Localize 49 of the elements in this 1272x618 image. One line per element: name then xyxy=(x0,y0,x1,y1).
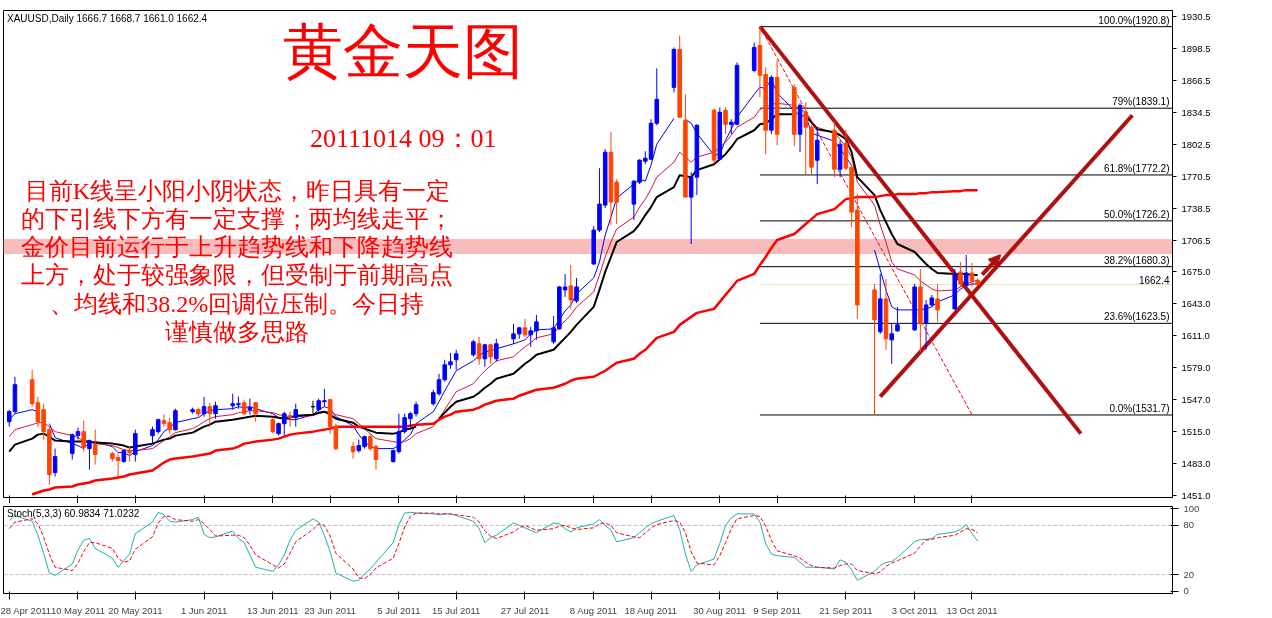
x-tick-label: 9 Sep 2011 xyxy=(753,604,802,616)
y-tick-label: 1675.0 xyxy=(1181,265,1211,277)
y-tick-label: 1738.5 xyxy=(1181,202,1211,214)
ref-line-label: 50.0%(1726.2) xyxy=(1103,208,1170,220)
y-tick-label: 1643.0 xyxy=(1181,297,1211,309)
x-tick-label: 13 Oct 2011 xyxy=(946,604,998,616)
ref-line-label: 1662.4 xyxy=(1138,274,1170,286)
ref-line-label: 79%(1839.1) xyxy=(1112,96,1170,108)
x-tick-label: 1 Jun 2011 xyxy=(180,604,228,616)
y-tick-label: 1611.0 xyxy=(1181,329,1210,341)
y-tick-label: 0 xyxy=(1183,585,1189,597)
x-tick-label: 3 Oct 2011 xyxy=(891,604,938,616)
chart-title: Stoch(5,3,3) 60.9834 71.0232 xyxy=(7,508,140,520)
annotation: XAUUSD,Daily 1666.7 1668.7 1661.0 1662.4 xyxy=(7,12,208,24)
x-tick-label: 27 Jul 2011 xyxy=(500,604,550,616)
x-tick-label: 5 Jul 2011 xyxy=(377,604,421,616)
x-tick-label: 23 Jun 2011 xyxy=(304,604,356,616)
y-tick-label: 1770.5 xyxy=(1181,170,1211,182)
y-tick-label: 1930.5 xyxy=(1181,10,1211,22)
y-tick-label: 1579.0 xyxy=(1181,361,1211,373)
ref-line-label: 38.2%(1680.3) xyxy=(1103,254,1170,266)
x-tick-label: 30 Aug 2011 xyxy=(693,604,746,616)
y-tick-label: 1483.0 xyxy=(1181,457,1211,469)
y-tick-label: 80 xyxy=(1183,519,1195,531)
y-tick-label: 100 xyxy=(1183,502,1200,514)
x-tick-label: 10 May 2011 xyxy=(50,604,106,616)
x-tick-label: 13 Jun 2011 xyxy=(247,604,299,616)
y-tick-label: 1515.0 xyxy=(1181,425,1211,437)
y-tick-label: 1802.5 xyxy=(1181,138,1211,150)
y-tick-label: 1451.0 xyxy=(1181,489,1211,501)
annotation: 目前K线呈小阳小阴状态，昨日具有一定的下引线下方有一定支撑；两均线走平；金价目前运行于上升趋势线和下降趋势线上方，处于较强象限，但受制于前期高点、均线和38.2%回调位压制。今日持谨慎做多思路 xyxy=(21,177,454,345)
y-tick-label: 20 xyxy=(1183,568,1195,580)
y-tick-label: 1547.0 xyxy=(1181,393,1211,405)
x-tick-label: 20 May 2011 xyxy=(108,604,163,616)
x-tick-label: 21 Sep 2011 xyxy=(819,604,873,616)
y-tick-label: 1866.5 xyxy=(1181,74,1211,86)
chart-title: 黄金天图 xyxy=(283,18,524,85)
ref-line-label: 23.6%(1623.5) xyxy=(1103,311,1170,323)
x-tick-label: 15 Jul 2011 xyxy=(431,604,481,616)
x-tick-label: 18 Aug 2011 xyxy=(624,604,678,616)
text: 20111014 09：01 xyxy=(310,123,497,153)
y-tick-label: 1898.5 xyxy=(1181,42,1211,54)
x-tick-label: 8 Aug 2011 xyxy=(569,604,618,616)
y-tick-label: 1834.5 xyxy=(1181,106,1211,118)
x-tick-label: 28 Apr 2011 xyxy=(0,604,52,616)
y-tick-label: 1706.5 xyxy=(1181,234,1211,246)
ref-line-label: 0.0%(1531.7) xyxy=(1109,402,1170,414)
ref-line-label: 100.0%(1920.8) xyxy=(1098,14,1170,26)
ref-line-label: 61.8%(1772.2) xyxy=(1103,162,1170,174)
